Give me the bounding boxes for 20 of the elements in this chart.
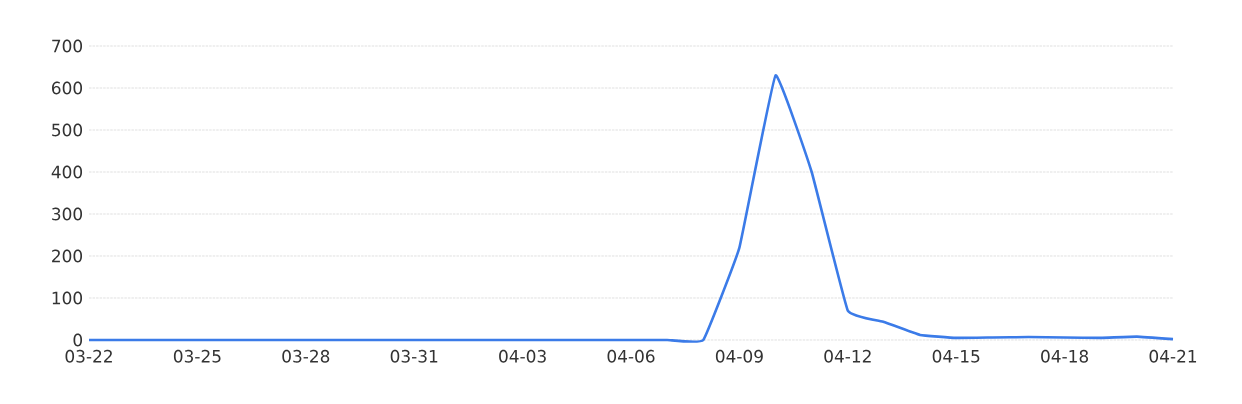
x-tick-label: 03-31: [390, 349, 438, 363]
y-tick-label: 600: [52, 81, 83, 95]
x-tick-label: 04-06: [607, 349, 655, 363]
x-tick-label: 04-21: [1149, 349, 1197, 363]
x-tick-label: 03-22: [65, 349, 112, 363]
x-tick-label: 04-09: [715, 349, 763, 363]
x-tick-label: 04-03: [499, 349, 546, 363]
y-tick-label: 700: [52, 39, 83, 53]
y-tick-label: 200: [52, 249, 83, 263]
x-tick-label: 04-12: [824, 349, 871, 363]
y-tick-label: 500: [52, 123, 83, 137]
x-tick-label: 04-15: [932, 349, 980, 363]
y-tick-label: 400: [51, 165, 83, 179]
y-tick-label: 100: [52, 291, 83, 305]
y-tick-label: 300: [52, 207, 83, 221]
x-tick-label: 04-18: [1041, 349, 1089, 363]
x-tick-label: 03-28: [282, 349, 330, 363]
y-tick-label: 0: [73, 333, 83, 347]
line-series: [87, 74, 1175, 343]
x-tick-label: 03-25: [173, 349, 221, 363]
